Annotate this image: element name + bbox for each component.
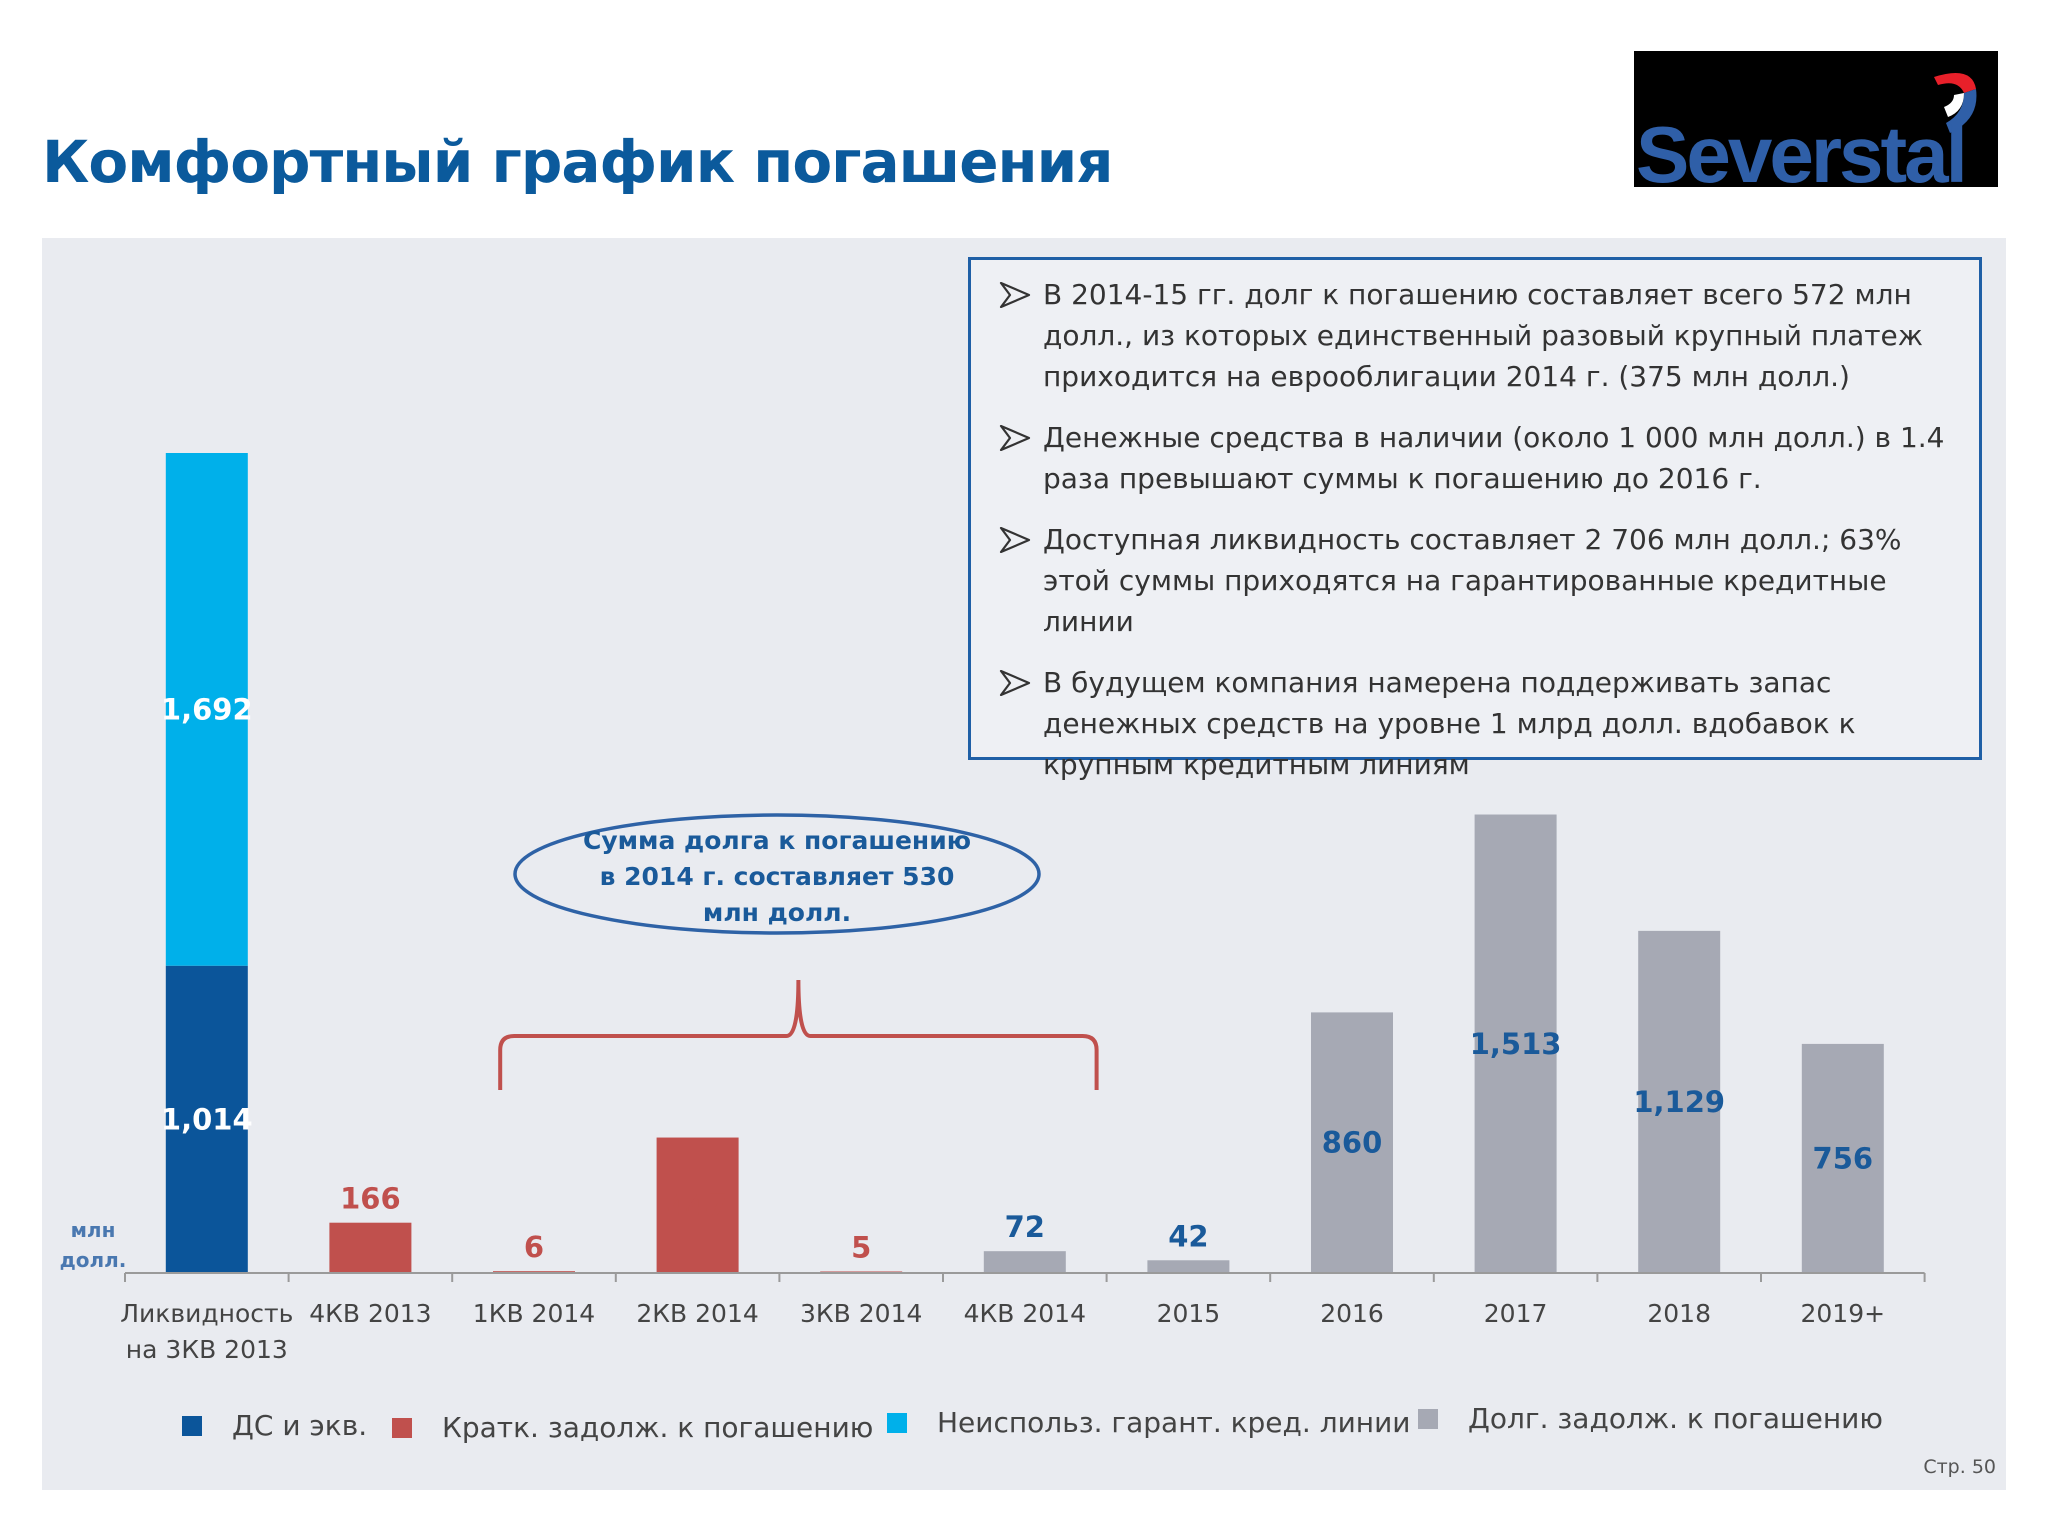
x-tick-label: 2КВ 2014 xyxy=(636,1299,758,1328)
bar xyxy=(1638,930,1721,1273)
bar xyxy=(165,965,248,1273)
data-label: 166 xyxy=(340,1182,401,1216)
severstal-logo: Severstal xyxy=(1634,51,1998,187)
data-label: 5 xyxy=(851,1230,871,1264)
x-tick-label: 2015 xyxy=(1157,1299,1221,1328)
key-points-box: В 2014-15 гг. долг к погашению составляе… xyxy=(968,257,1982,781)
legend-item-short-term-debt: Кратк. задолж. к погашению xyxy=(392,1411,873,1444)
arrow-bullet-icon xyxy=(999,282,1031,308)
logo-wordmark: Severstal xyxy=(1636,110,1968,188)
legend-swatch xyxy=(887,1412,907,1433)
x-tick-label: 4КВ 2013 xyxy=(309,1299,431,1328)
legend-swatch xyxy=(182,1415,202,1436)
x-tick-label: 2018 xyxy=(1647,1299,1711,1328)
annotation-text: млн долл. xyxy=(703,898,851,927)
key-point-item: Денежные средства в наличии (около 1 000… xyxy=(987,417,1967,499)
legend-item-cash: ДС и экв. xyxy=(182,1409,367,1442)
key-point-text: Денежные средства в наличии (около 1 000… xyxy=(1043,421,1945,495)
key-point-item: В 2014-15 гг. долг к погашению составляе… xyxy=(987,274,1967,397)
data-label: 860 xyxy=(1322,1126,1383,1160)
data-label: 1,129 xyxy=(1633,1085,1725,1119)
data-label: 42 xyxy=(1168,1219,1208,1253)
annotation-ellipse xyxy=(513,813,1041,935)
bar xyxy=(329,1222,412,1273)
y-axis-label: млн xyxy=(71,1218,116,1242)
x-tick-label: 3КВ 2014 xyxy=(800,1299,922,1328)
bar xyxy=(983,1251,1066,1273)
data-label: 1,513 xyxy=(1470,1027,1562,1061)
page-title: Комфортный график погашения xyxy=(42,128,1113,196)
arrow-bullet-icon xyxy=(999,670,1031,696)
legend-label: ДС и экв. xyxy=(232,1409,368,1442)
key-point-item: В будущем компания намерена поддерживать… xyxy=(987,662,1967,785)
annotation-text: Сумма долга к погашению xyxy=(583,826,971,855)
key-point-text: В будущем компания намерена поддерживать… xyxy=(1043,666,1856,781)
bar xyxy=(656,1137,739,1273)
x-tick-label: 2019+ xyxy=(1801,1299,1886,1328)
key-point-text: В 2014-15 гг. долг к погашению составляе… xyxy=(1043,278,1924,393)
x-tick-label: 4КВ 2014 xyxy=(964,1299,1086,1328)
data-label: 1,692 xyxy=(161,692,253,726)
bar xyxy=(1147,1260,1230,1273)
key-point-item: Доступная ликвидность составляет 2 706 м… xyxy=(987,519,1967,642)
bar xyxy=(1801,1043,1884,1273)
key-points-list: В 2014-15 гг. долг к погашению составляе… xyxy=(971,260,1979,785)
x-tick-label: Ликвидность xyxy=(120,1299,293,1328)
legend-label: Долг. задолж. к погашению xyxy=(1468,1402,1883,1435)
x-tick-label: на 3КВ 2013 xyxy=(126,1335,288,1364)
legend-item-credit-lines: Неиспольз. гарант. кред. линии xyxy=(887,1406,1410,1439)
data-label: 447 xyxy=(667,1188,728,1222)
legend-swatch xyxy=(1418,1408,1438,1429)
bar xyxy=(165,453,248,966)
page-number: Стр. 50 xyxy=(1923,1456,1996,1478)
annotation-text: в 2014 г. составляет 530 xyxy=(600,862,955,891)
data-label: 72 xyxy=(1005,1210,1045,1244)
data-label: 6 xyxy=(524,1230,544,1264)
annotation-bracket xyxy=(498,979,1099,1090)
data-label: 756 xyxy=(1813,1141,1874,1175)
arrow-bullet-icon xyxy=(999,527,1031,553)
legend-swatch xyxy=(392,1417,412,1438)
legend-item-long-term-debt: Долг. задолж. к погашению xyxy=(1418,1402,1883,1435)
x-tick-label: 2017 xyxy=(1484,1299,1548,1328)
y-axis-label: долл. xyxy=(60,1248,127,1272)
data-label: 1,014 xyxy=(161,1102,253,1136)
x-tick-label: 2016 xyxy=(1320,1299,1384,1328)
legend-label: Неиспольз. гарант. кред. линии xyxy=(937,1406,1411,1439)
x-tick-label: 1КВ 2014 xyxy=(473,1299,595,1328)
bar xyxy=(1474,814,1557,1273)
legend-label: Кратк. задолж. к погашению xyxy=(442,1411,874,1444)
arrow-bullet-icon xyxy=(999,425,1031,451)
logo-mark-icon xyxy=(1934,73,1977,133)
key-point-text: Доступная ликвидность составляет 2 706 м… xyxy=(1043,523,1902,638)
bar xyxy=(1311,1012,1393,1273)
